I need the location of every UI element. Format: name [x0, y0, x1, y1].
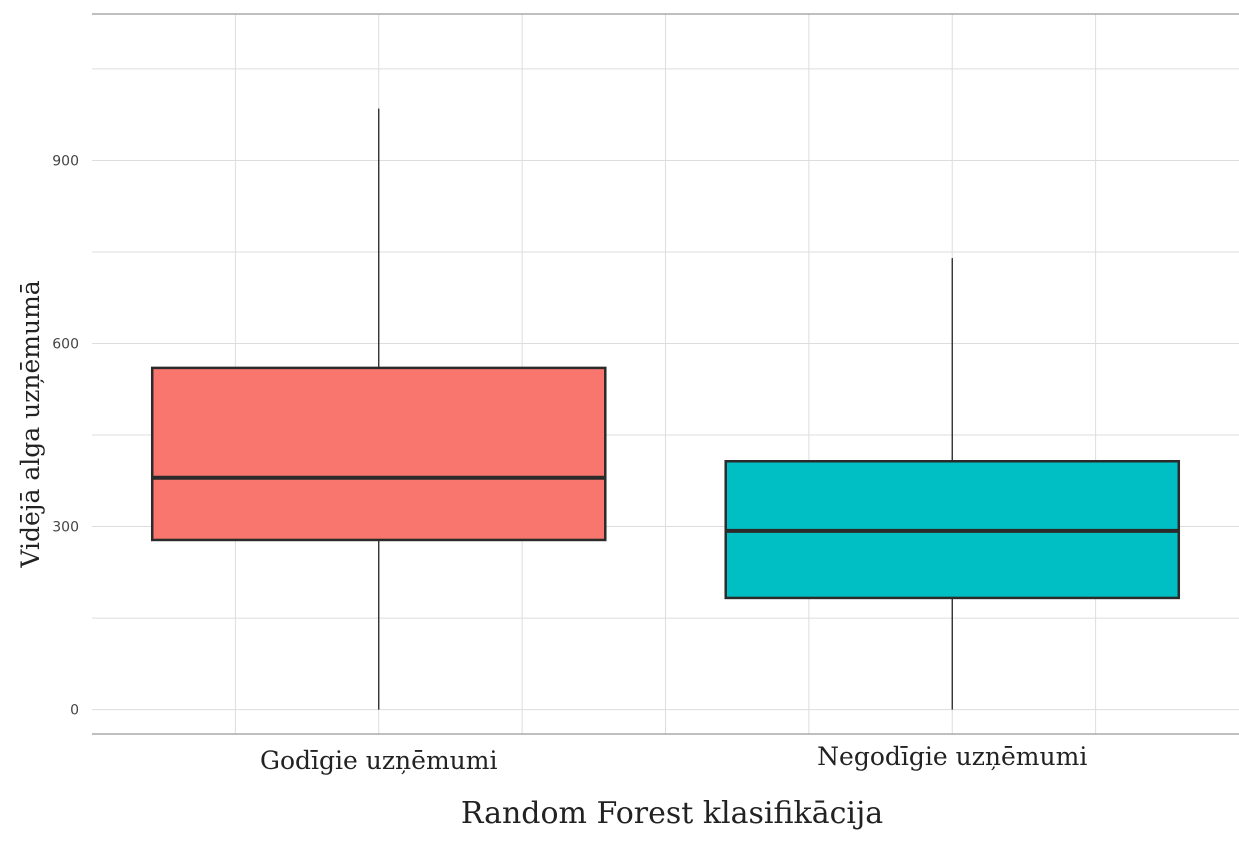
y-tick-label: 600: [52, 336, 79, 352]
y-axis-title: Vidējā alga uzņēmumā: [16, 280, 45, 568]
box-group: [724, 258, 1181, 710]
y-tick-label: 900: [52, 153, 79, 169]
y-tick-labels: 0 300 600 900: [52, 153, 79, 718]
box-iqr: [150, 366, 607, 542]
box-layer: [150, 108, 1181, 710]
y-tick-label: 300: [52, 520, 79, 536]
x-category-label: Negodīgie uzņēmumi: [817, 742, 1087, 771]
box-group: [150, 108, 607, 710]
y-tick-label: 0: [70, 703, 79, 719]
x-category-labels: Godīgie uzņēmumi Negodīgie uzņēmumi: [260, 742, 1087, 775]
axis-lines: [92, 13, 1239, 735]
x-axis-title: Random Forest klasifikācija: [461, 796, 883, 831]
x-category-label: Godīgie uzņēmumi: [260, 746, 497, 775]
